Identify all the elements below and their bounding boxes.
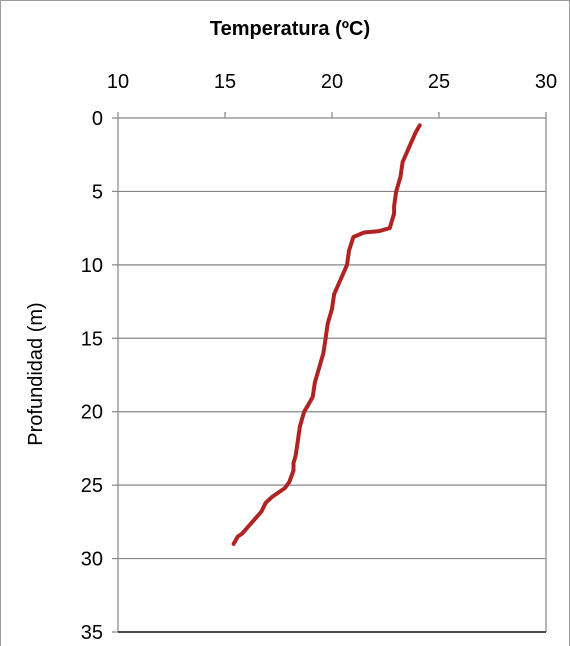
y-tick-label-35: 35 [81,622,103,644]
series-line-0 [231,123,422,546]
y-tick-label-30: 30 [81,549,103,571]
y-tick-label-10: 10 [81,255,103,277]
x-tick-label-25: 25 [428,71,450,93]
y-axis-title: Profundidad (m) [25,302,47,445]
tick-layer: 10 15 20 25 30 0 5 10 15 20 25 30 35 [81,71,557,644]
series-layer [231,123,422,546]
x-tick-label-30: 30 [535,71,557,93]
x-tick-label-10: 10 [107,71,129,93]
y-tick-label-0: 0 [92,108,103,130]
y-tick-label-5: 5 [92,181,103,203]
grid-layer [117,117,547,633]
x-tick-label-15: 15 [214,71,236,93]
y-tick-label-25: 25 [81,475,103,497]
chart-title: Temperatura (ºC) [210,18,370,40]
y-tick-label-15: 15 [81,328,103,350]
y-tick-label-20: 20 [81,402,103,424]
x-tick-label-20: 20 [321,71,343,93]
